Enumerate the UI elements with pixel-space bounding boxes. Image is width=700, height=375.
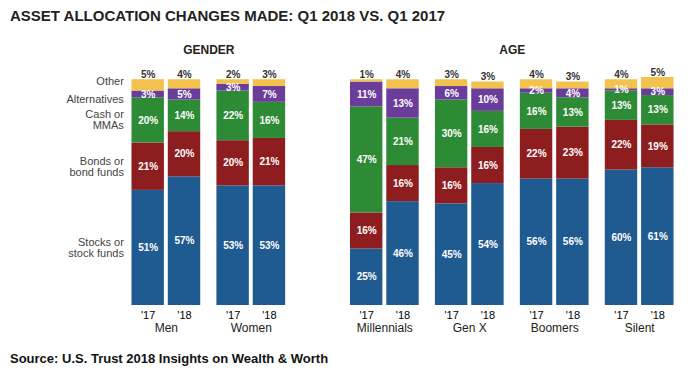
- svg-text:16%: 16%: [259, 115, 279, 126]
- svg-text:AGE: AGE: [499, 43, 525, 57]
- svg-text:'18: '18: [566, 309, 580, 321]
- svg-text:16%: 16%: [527, 106, 547, 117]
- svg-text:10%: 10%: [478, 94, 498, 105]
- svg-text:22%: 22%: [223, 110, 243, 121]
- svg-text:61%: 61%: [648, 231, 668, 242]
- svg-text:6%: 6%: [444, 88, 459, 99]
- svg-text:Other: Other: [96, 75, 124, 87]
- html-text:Source: U.S. Trust 2018 Insigh: Source: U.S. Trust 2018 Insights on Weal…: [10, 351, 329, 366]
- svg-text:60%: 60%: [611, 232, 631, 243]
- svg-text:Bonds orbond funds: Bonds orbond funds: [69, 155, 124, 178]
- svg-text:2%: 2%: [529, 85, 544, 96]
- svg-text:'17: '17: [614, 309, 628, 321]
- svg-text:56%: 56%: [527, 236, 547, 247]
- svg-text:Gen X: Gen X: [453, 321, 487, 335]
- svg-text:21%: 21%: [393, 136, 413, 147]
- svg-text:'18: '18: [396, 309, 410, 321]
- svg-text:11%: 11%: [357, 89, 377, 100]
- svg-text:56%: 56%: [563, 236, 583, 247]
- svg-text:GENDER: GENDER: [183, 43, 235, 57]
- svg-text:13%: 13%: [611, 100, 631, 111]
- svg-text:46%: 46%: [393, 248, 413, 259]
- svg-text:'18: '18: [481, 309, 495, 321]
- svg-text:20%: 20%: [138, 115, 158, 126]
- svg-text:Women: Women: [231, 321, 272, 335]
- svg-text:'17: '17: [226, 309, 240, 321]
- svg-text:54%: 54%: [478, 239, 498, 250]
- svg-text:2%: 2%: [226, 69, 241, 80]
- svg-text:13%: 13%: [648, 104, 668, 115]
- svg-text:22%: 22%: [527, 148, 547, 159]
- svg-text:25%: 25%: [357, 271, 377, 282]
- svg-text:Silent: Silent: [625, 321, 656, 335]
- svg-text:'17: '17: [444, 309, 458, 321]
- svg-text:16%: 16%: [357, 225, 377, 236]
- svg-text:4%: 4%: [396, 69, 411, 80]
- svg-text:'18: '18: [177, 309, 191, 321]
- svg-text:Alternatives: Alternatives: [66, 93, 124, 105]
- svg-text:53%: 53%: [223, 240, 243, 251]
- svg-text:20%: 20%: [223, 157, 243, 168]
- svg-text:16%: 16%: [478, 160, 498, 171]
- svg-text:5%: 5%: [651, 67, 666, 78]
- svg-text:3%: 3%: [262, 69, 277, 80]
- svg-text:'17: '17: [141, 309, 155, 321]
- svg-text:1%: 1%: [614, 84, 629, 95]
- svg-text:3%: 3%: [566, 71, 581, 82]
- svg-text:20%: 20%: [174, 148, 194, 159]
- svg-text:21%: 21%: [138, 161, 158, 172]
- svg-text:Stocks orstock funds: Stocks orstock funds: [68, 236, 124, 259]
- svg-text:30%: 30%: [442, 128, 462, 139]
- svg-text:16%: 16%: [442, 180, 462, 191]
- svg-text:4%: 4%: [566, 88, 581, 99]
- svg-text:3%: 3%: [141, 89, 156, 100]
- svg-text:1%: 1%: [359, 69, 374, 80]
- svg-text:Cash orMMAs: Cash orMMAs: [85, 108, 124, 131]
- svg-text:3%: 3%: [444, 69, 459, 80]
- svg-text:16%: 16%: [393, 178, 413, 189]
- svg-text:3%: 3%: [481, 71, 496, 82]
- svg-text:22%: 22%: [611, 139, 631, 150]
- svg-text:19%: 19%: [648, 141, 668, 152]
- svg-text:Boomers: Boomers: [531, 321, 579, 335]
- svg-text:'18: '18: [262, 309, 276, 321]
- svg-text:3%: 3%: [226, 82, 241, 93]
- svg-text:Millennials: Millennials: [357, 321, 413, 335]
- svg-text:47%: 47%: [357, 154, 377, 165]
- svg-text:57%: 57%: [174, 235, 194, 246]
- svg-text:23%: 23%: [563, 147, 583, 158]
- svg-text:5%: 5%: [177, 89, 192, 100]
- svg-text:Men: Men: [155, 321, 178, 335]
- svg-text:21%: 21%: [259, 156, 279, 167]
- svg-text:51%: 51%: [138, 242, 158, 253]
- svg-text:'17: '17: [360, 309, 374, 321]
- svg-text:16%: 16%: [478, 124, 498, 135]
- svg-text:3%: 3%: [651, 86, 666, 97]
- svg-text:'17: '17: [529, 309, 543, 321]
- svg-text:5%: 5%: [141, 69, 156, 80]
- svg-text:13%: 13%: [393, 98, 413, 109]
- svg-text:4%: 4%: [614, 69, 629, 80]
- svg-text:45%: 45%: [442, 249, 462, 260]
- svg-text:4%: 4%: [177, 69, 192, 80]
- svg-text:14%: 14%: [174, 110, 194, 121]
- svg-text:53%: 53%: [259, 240, 279, 251]
- html-text:ASSET ALLOCATION CHANGES MADE:: ASSET ALLOCATION CHANGES MADE: Q1 2018 V…: [10, 7, 446, 24]
- svg-text:13%: 13%: [563, 107, 583, 118]
- svg-text:4%: 4%: [529, 69, 544, 80]
- svg-text:7%: 7%: [262, 89, 277, 100]
- svg-text:'18: '18: [651, 309, 665, 321]
